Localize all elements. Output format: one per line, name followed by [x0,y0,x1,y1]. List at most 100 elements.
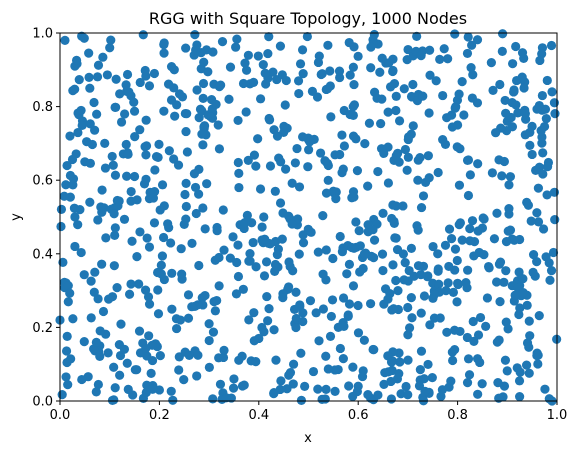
data-point [123,149,133,159]
data-point [193,350,203,360]
data-point [199,122,209,132]
data-point [93,379,103,390]
data-point [497,171,507,181]
data-point [271,355,281,365]
data-point [377,94,387,104]
data-point [518,288,528,298]
data-point [153,309,164,319]
data-point [463,265,473,275]
data-point [303,162,313,172]
data-point [403,330,413,340]
data-point [198,78,209,89]
data-point [532,104,542,114]
data-point [398,201,408,211]
data-point [197,129,207,139]
data-point [477,379,487,389]
data-point [406,243,416,253]
data-point [393,286,403,296]
data-point [522,300,532,310]
data-point [423,151,433,161]
data-point [508,87,519,97]
data-point [148,193,159,203]
data-point [532,350,542,361]
data-point [517,48,528,58]
data-point [348,131,359,141]
data-point [255,184,266,194]
data-point [511,100,521,110]
data-point [454,180,465,190]
data-point [265,115,275,125]
data-point [495,297,505,307]
data-point [85,83,95,93]
data-point [109,209,119,219]
data-point [420,386,430,396]
data-point [294,88,304,99]
data-point [489,234,500,244]
data-point [424,173,434,183]
data-point [248,237,258,248]
data-point [291,287,301,297]
data-point [550,215,560,225]
data-point [194,260,204,271]
data-point [110,230,120,240]
data-point [412,31,422,41]
data-point [87,139,98,150]
data-point [141,141,152,151]
data-point [539,121,550,132]
data-point [403,134,413,145]
data-point [270,266,280,276]
data-point [528,267,538,278]
data-point [423,359,433,370]
data-point [155,351,165,361]
data-point [450,103,460,113]
data-point [110,170,121,180]
data-point [259,271,270,281]
data-point [253,134,263,144]
data-point [359,249,369,259]
data-point [384,58,394,68]
data-point [392,244,403,255]
data-point [320,156,330,166]
data-point [97,185,107,195]
data-point [509,235,519,245]
data-point [76,247,86,258]
data-point [515,391,525,402]
data-point [73,127,83,138]
data-point [276,376,286,386]
data-point [276,157,286,167]
data-point [321,351,331,361]
data-point [452,142,462,152]
data-point [134,326,145,336]
data-point [167,268,177,278]
data-point [272,250,282,260]
data-point [232,34,242,44]
data-point [176,244,186,254]
data-point [326,112,336,122]
data-point [180,189,190,200]
data-point [141,150,151,160]
data-point [296,395,307,406]
data-point [475,312,486,323]
data-point [258,59,268,70]
data-point [330,386,340,397]
data-point [111,74,121,84]
data-point [143,292,154,302]
data-point [302,31,312,42]
data-point [214,82,224,92]
data-point [249,150,260,160]
data-point [62,160,72,171]
data-point [198,140,208,150]
data-points [55,29,562,406]
data-point [342,269,352,279]
data-point [406,292,416,303]
data-point [360,139,370,149]
data-point [515,303,525,313]
data-point [454,89,464,99]
data-point [214,281,224,291]
data-point [463,32,473,42]
data-point [373,390,383,400]
data-point [549,98,560,108]
data-point [287,178,297,188]
data-point [450,29,460,39]
data-point [154,385,164,395]
